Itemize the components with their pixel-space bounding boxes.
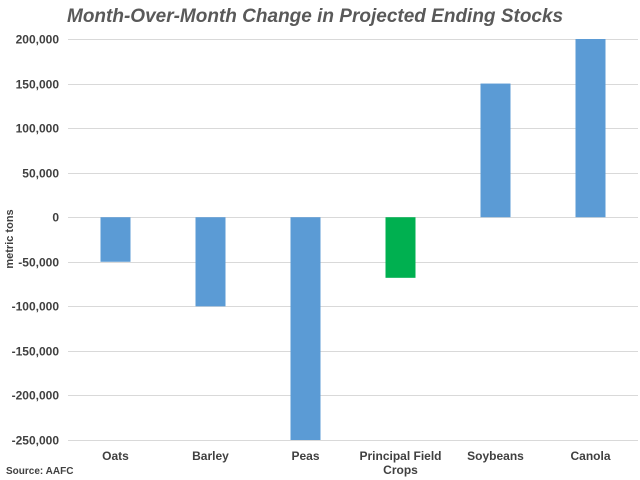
category-label: Soybeans (467, 449, 524, 463)
source-note: Source: AAFC (6, 466, 73, 477)
bar-barley (195, 217, 226, 307)
y-tick-label: -50,000 (18, 256, 59, 270)
chart-title: Month-Over-Month Change in Projected End… (67, 6, 563, 27)
y-tick-label: -200,000 (12, 389, 60, 403)
gridlines (68, 39, 638, 441)
bar-soybeans (480, 83, 511, 218)
category-label: Canola (570, 449, 610, 463)
y-tick-label: 150,000 (16, 78, 60, 92)
y-axis-label: metric tons (4, 209, 16, 268)
y-tick-label: -150,000 (12, 345, 60, 359)
category-label: Barley (192, 449, 229, 463)
category-label: Peas (291, 449, 319, 463)
y-tick-label: 200,000 (16, 33, 60, 47)
category-label: Principal Field Crops (359, 449, 441, 477)
y-tick-label: 50,000 (22, 167, 59, 181)
x-axis-categories: Oats Barley Peas Principal Field Crops Soybea… (102, 449, 611, 477)
y-tick-label: 0 (52, 211, 59, 225)
y-tick-label: -250,000 (12, 434, 60, 448)
category-label: Oats (102, 449, 129, 463)
y-tick-label: -100,000 (12, 300, 60, 314)
bars (100, 39, 606, 440)
y-axis-ticks: 200,000 150,000 100,000 50,000 0 -50,000 -100,… (12, 33, 60, 448)
bar-principal-field-crops (385, 217, 416, 278)
bar-canola (575, 39, 606, 218)
y-tick-label: 100,000 (16, 122, 60, 136)
bar-peas (290, 217, 321, 440)
bar-oats (100, 217, 131, 262)
